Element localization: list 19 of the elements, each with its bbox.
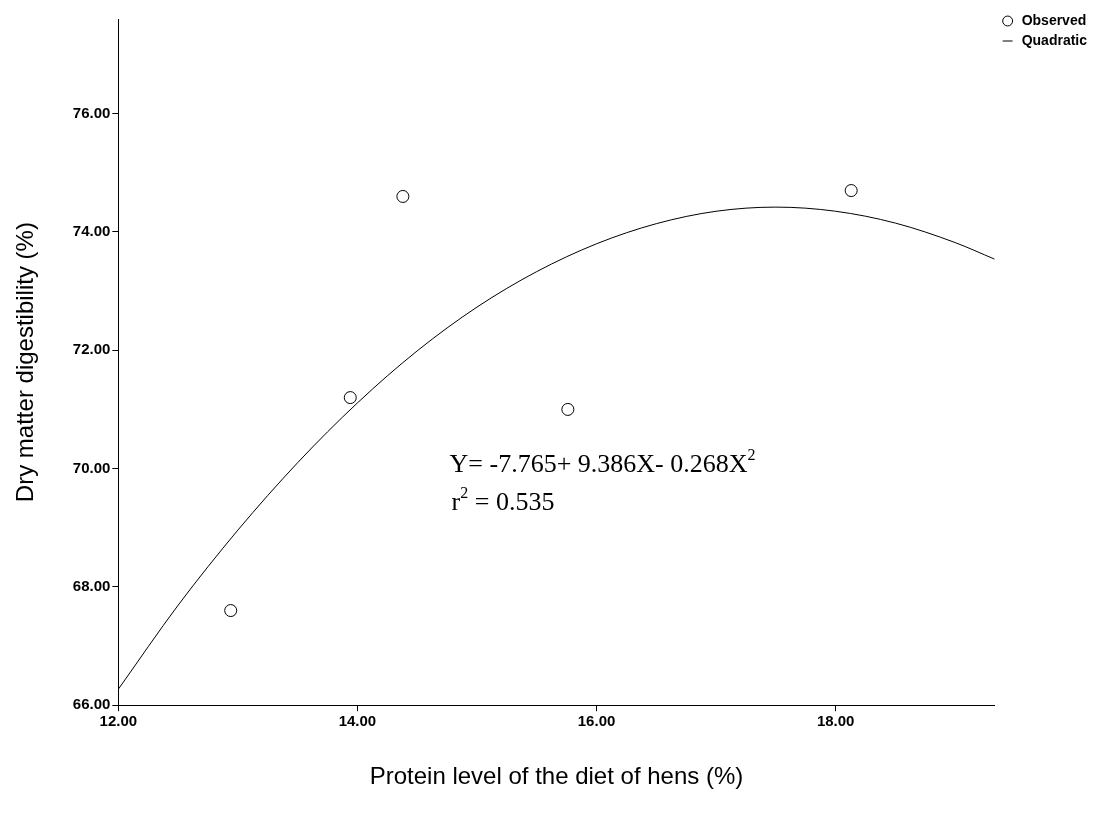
x-tick-label: 14.00: [338, 712, 377, 730]
legend-label: Observed: [1021, 11, 1087, 28]
x-tick-label: 18.00: [816, 712, 855, 730]
y-tick-label: 72.00: [72, 340, 111, 358]
point: [343, 391, 357, 405]
legend-label: Quadratic: [1021, 31, 1088, 48]
x-tick-label: 16.00: [577, 712, 616, 730]
point: [396, 189, 410, 203]
y-tick-label: 66.00: [72, 695, 111, 713]
x-axis-title: Protein level of the diet of hens (%): [369, 762, 744, 790]
y-tick-label: 68.00: [72, 577, 111, 595]
x-tick-label: 12.00: [99, 712, 138, 730]
y-tick-label: 70.00: [72, 458, 111, 476]
point: [561, 402, 575, 416]
y-tick-label: 74.00: [72, 222, 111, 240]
point: [224, 604, 238, 618]
y-axis-title: Dry matter digestibility (%): [11, 222, 39, 503]
y-tick-label: 76.00: [72, 103, 111, 121]
point: [844, 184, 858, 198]
